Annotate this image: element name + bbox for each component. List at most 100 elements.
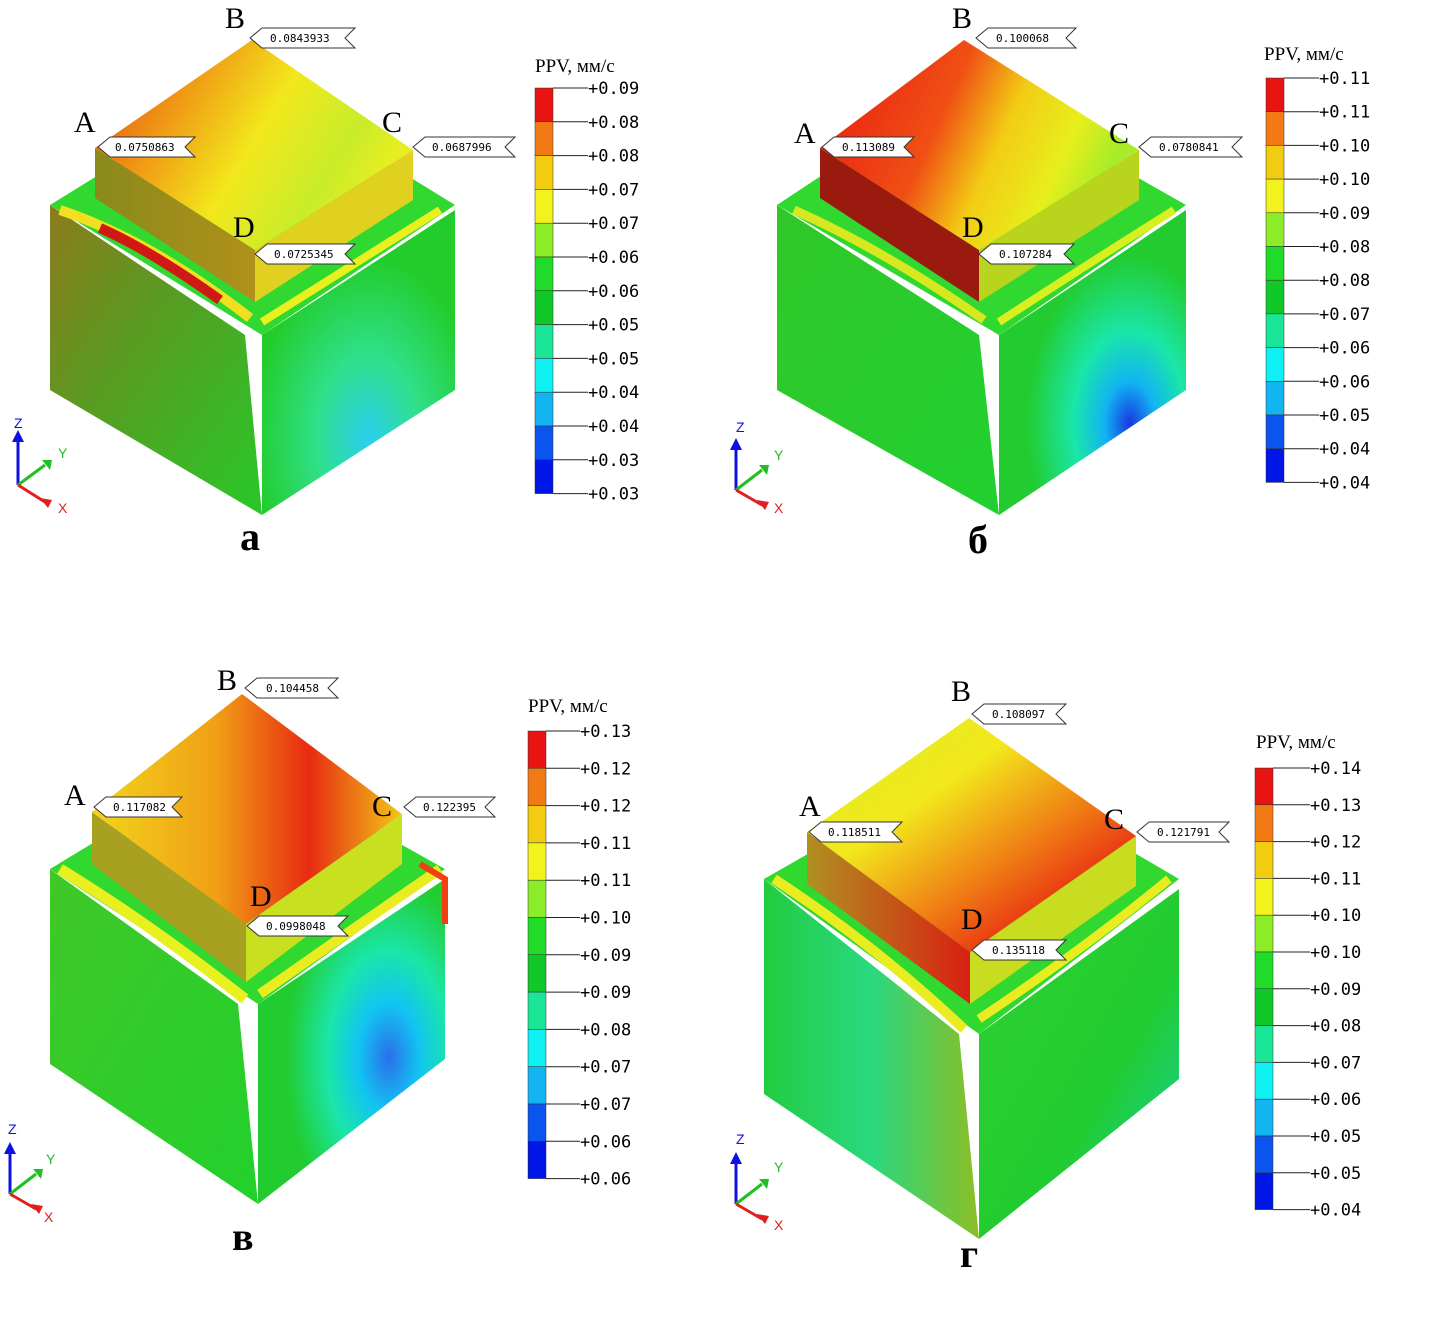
svg-text:0.113089: 0.113089 bbox=[842, 141, 895, 154]
legend-color-band bbox=[527, 1103, 547, 1142]
svg-text:0.117082: 0.117082 bbox=[113, 801, 166, 814]
panel-v-figure: A B C D 0.117082 0.104458 0.122395 0.099… bbox=[4, 664, 631, 1259]
axis-z-label: Z bbox=[736, 1131, 745, 1147]
legend-color-band bbox=[527, 1029, 547, 1067]
legend-tick-label: +0.04 bbox=[1319, 473, 1370, 493]
svg-text:0.118511: 0.118511 bbox=[828, 826, 881, 839]
legend-color-band bbox=[534, 222, 554, 258]
legend-color-band bbox=[1254, 878, 1274, 916]
legend-tick-label: +0.09 bbox=[580, 983, 631, 1003]
legend-color-band bbox=[534, 425, 554, 461]
axis-triad: Z Y X bbox=[12, 415, 68, 516]
panel-b: A B C D 0.113089 0.100068 0.0780841 0.10… bbox=[714, 0, 1428, 664]
legend-color-band bbox=[1254, 1172, 1274, 1210]
legend-color-band bbox=[1265, 279, 1285, 315]
legend-color-band bbox=[1265, 77, 1285, 112]
legend-tick-label: +0.13 bbox=[580, 722, 631, 742]
axis-triad: Z Y X bbox=[730, 1131, 784, 1233]
base-right-face bbox=[258, 879, 445, 1204]
legend-tick-label: +0.08 bbox=[1310, 1017, 1361, 1037]
legend-tick-label: +0.08 bbox=[580, 1020, 631, 1040]
legend-color-band bbox=[527, 768, 547, 806]
axis-x-label: X bbox=[774, 500, 784, 516]
axis-z-label: Z bbox=[8, 1121, 17, 1137]
base-left-face bbox=[50, 205, 262, 515]
axis-triad: Z Y X bbox=[730, 419, 784, 516]
panel-g-figure: A B C D 0.118511 0.108097 0.121791 0.135… bbox=[730, 675, 1361, 1276]
axis-y-label: Y bbox=[774, 447, 784, 463]
legend-tick-label: +0.10 bbox=[1319, 136, 1370, 156]
legend-color-band bbox=[1254, 1025, 1274, 1063]
legend-tick-label: +0.06 bbox=[1319, 339, 1370, 359]
legend-color-band bbox=[1254, 951, 1274, 990]
legend-color-band bbox=[527, 730, 547, 769]
plate-left-side bbox=[95, 148, 255, 302]
legend-color-band bbox=[1265, 414, 1285, 449]
legend-tick-label: +0.10 bbox=[1310, 943, 1361, 963]
legend-color-band bbox=[527, 842, 547, 881]
axis-x-label: X bbox=[774, 1217, 784, 1233]
legend-color-band bbox=[1265, 347, 1285, 382]
svg-text:0.0998048: 0.0998048 bbox=[266, 920, 326, 933]
legend-tick-label: +0.11 bbox=[580, 834, 631, 854]
svg-text:0.100068: 0.100068 bbox=[996, 32, 1049, 45]
legend-tick-label: +0.05 bbox=[1319, 406, 1370, 426]
legend-color-band bbox=[527, 991, 547, 1030]
value-tag-a: 0.117082 bbox=[93, 796, 184, 818]
panel-a: A B C D 0.0750863 0.0843933 0.0687996 0.… bbox=[0, 0, 714, 664]
axis-y-label: Y bbox=[774, 1159, 784, 1175]
legend-tick-label: +0.14 bbox=[1310, 759, 1361, 779]
legend-b: +0.11 +0.11 +0.10 +0.10 +0.09 +0.08 +0.08 +0.07… bbox=[1265, 69, 1370, 493]
legend-title: PPV, мм/с bbox=[1256, 732, 1336, 753]
axis-x-label: X bbox=[58, 500, 68, 516]
legend-tick-label: +0.08 bbox=[1319, 238, 1370, 258]
svg-text:0.0687996: 0.0687996 bbox=[432, 141, 492, 154]
legend-tick-label: +0.06 bbox=[588, 248, 639, 268]
legend-tick-label: +0.07 bbox=[580, 1095, 631, 1115]
point-label-d: D bbox=[233, 211, 255, 244]
legend-tick-label: +0.10 bbox=[1310, 906, 1361, 926]
legend-tick-label: +0.12 bbox=[1310, 833, 1361, 853]
value-tag-a: 0.0750863 bbox=[97, 136, 197, 158]
legend-v: +0.13 +0.12 +0.12 +0.11 +0.11 +0.10 +0.09 +0.09… bbox=[527, 722, 631, 1190]
svg-text:0.108097: 0.108097 bbox=[992, 708, 1045, 721]
legend-color-band bbox=[534, 256, 554, 292]
point-label-b: B bbox=[951, 675, 971, 708]
plate-top-face bbox=[95, 40, 413, 250]
plate-left-side bbox=[820, 148, 979, 302]
legend-tick-label: +0.11 bbox=[580, 871, 631, 891]
axis-x-label: X bbox=[44, 1209, 54, 1225]
value-tag-b: 0.100068 bbox=[975, 27, 1078, 49]
legend-tick-label: +0.08 bbox=[588, 113, 639, 133]
point-label-c: C bbox=[372, 790, 392, 823]
legend-tick-label: +0.06 bbox=[1319, 372, 1370, 392]
panel-caption: г bbox=[960, 1231, 978, 1276]
legend-color-band bbox=[1265, 246, 1285, 281]
value-tag-d: 0.0725345 bbox=[254, 243, 357, 265]
plate-left-side bbox=[92, 812, 246, 982]
legend-tick-label: +0.05 bbox=[1310, 1127, 1361, 1147]
legend-tick-label: +0.13 bbox=[1310, 796, 1361, 816]
legend-color-band bbox=[534, 87, 554, 123]
legend-color-band bbox=[527, 879, 547, 918]
value-tag-d: 0.135118 bbox=[971, 939, 1068, 961]
svg-text:0.0843933: 0.0843933 bbox=[270, 32, 330, 45]
point-label-d: D bbox=[962, 211, 984, 244]
value-tag-c: 0.0687996 bbox=[412, 136, 517, 158]
base-right-face bbox=[979, 889, 1179, 1239]
legend-tick-label: +0.08 bbox=[1319, 271, 1370, 291]
legend-tick-label: +0.10 bbox=[1319, 170, 1370, 190]
legend-color-band bbox=[534, 189, 554, 224]
legend-tick-label: +0.07 bbox=[588, 180, 639, 200]
point-label-c: C bbox=[382, 106, 402, 139]
legend-color-band bbox=[1254, 1062, 1274, 1100]
legend-color-band bbox=[1265, 178, 1285, 214]
value-tag-d: 0.0998048 bbox=[246, 915, 350, 937]
legend-tick-label: +0.09 bbox=[1319, 204, 1370, 224]
legend-color-band bbox=[534, 324, 554, 359]
plate-left-side bbox=[807, 832, 970, 1004]
legend-color-band bbox=[534, 358, 554, 393]
plate-top-face bbox=[807, 718, 1136, 952]
plate-right-side bbox=[246, 814, 402, 982]
legend-color-band bbox=[1254, 804, 1274, 842]
